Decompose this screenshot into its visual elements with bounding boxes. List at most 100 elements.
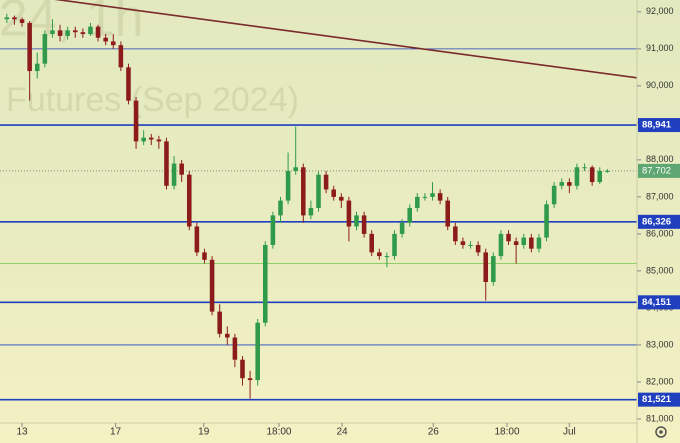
candle-body xyxy=(323,174,329,190)
candle-body xyxy=(19,19,25,23)
level-label: 84,151 xyxy=(642,297,672,308)
level-label-box xyxy=(638,392,680,407)
y-tick-label: 87,000 xyxy=(646,191,674,201)
candle-body xyxy=(377,252,382,257)
candle-body xyxy=(80,32,86,35)
x-tick-label: 19 xyxy=(198,427,210,438)
watermark: Futures (Sep 2024) xyxy=(6,81,299,119)
y-tick-label: 82,000 xyxy=(646,376,674,386)
candle-body xyxy=(361,215,367,234)
candle-body xyxy=(430,193,435,197)
candle-body xyxy=(331,189,336,197)
y-tick-label: 83,000 xyxy=(646,339,674,349)
candle-body xyxy=(263,244,268,323)
candle-body xyxy=(270,215,276,245)
candle-body xyxy=(551,185,557,205)
plot-area xyxy=(0,0,637,401)
candle-body xyxy=(536,237,542,249)
candle-body xyxy=(384,256,390,258)
y-tick-label: 88,000 xyxy=(646,154,674,164)
candle-body xyxy=(247,378,253,381)
candle-body xyxy=(559,182,565,186)
candle-body xyxy=(202,252,207,260)
level-label: 86,326 xyxy=(642,216,671,227)
candle-body xyxy=(217,311,222,334)
level-label-box xyxy=(638,118,680,133)
candle-body xyxy=(103,37,108,42)
candle-body xyxy=(605,170,610,172)
level-label-box xyxy=(638,295,680,310)
candle-body xyxy=(186,174,192,227)
x-tick-label: 18:00 xyxy=(266,427,291,438)
last-price-box xyxy=(638,163,680,178)
candle-body xyxy=(354,215,359,227)
candle-body xyxy=(171,163,177,186)
candle-body xyxy=(544,204,549,238)
candle-body xyxy=(506,233,511,242)
x-tick-label: 24 xyxy=(337,427,349,438)
candle-body xyxy=(597,170,603,183)
candle-body xyxy=(179,163,184,175)
level-label: 81,521 xyxy=(642,394,672,405)
candle-body xyxy=(255,322,260,381)
candle-body xyxy=(57,30,63,36)
candle-body xyxy=(460,241,466,245)
y-tick-label: 85,000 xyxy=(646,265,674,275)
candle-body xyxy=(95,26,101,38)
candle-body xyxy=(148,137,154,140)
candle-body xyxy=(453,226,458,242)
candle-body xyxy=(50,30,55,35)
candle-body xyxy=(521,237,527,245)
trend-line xyxy=(54,0,637,79)
candle-body xyxy=(422,196,428,198)
candle-body xyxy=(4,17,10,20)
candle-body xyxy=(399,222,405,234)
candle-body xyxy=(498,233,504,257)
candle-body xyxy=(240,359,245,379)
candle-body xyxy=(339,196,344,201)
candle-body xyxy=(392,233,397,257)
candle-body xyxy=(308,207,314,216)
candle-body xyxy=(209,259,215,312)
settings-icon[interactable] xyxy=(655,426,667,438)
y-tick-label: 81,000 xyxy=(646,413,674,423)
x-tick-label: 17 xyxy=(110,427,122,438)
y-tick-label: 90,000 xyxy=(646,80,674,90)
candle-body xyxy=(141,137,146,142)
candle-body xyxy=(437,193,443,201)
candle-body xyxy=(34,63,40,72)
candle-body xyxy=(293,167,298,171)
candle-body xyxy=(225,333,230,338)
candle-body xyxy=(582,167,587,169)
y-tick-label: 92,000 xyxy=(646,6,674,16)
candle-body xyxy=(483,252,489,282)
candle-body xyxy=(468,244,473,246)
candle-body xyxy=(65,30,70,36)
candle-body xyxy=(415,196,420,208)
candle-body xyxy=(301,167,306,216)
level-label: 88,941 xyxy=(642,120,672,131)
candle-body xyxy=(475,244,481,253)
candle-body xyxy=(88,26,93,35)
candle-body xyxy=(126,67,131,101)
candle-body xyxy=(285,170,291,201)
candle-body xyxy=(156,139,162,142)
candle-body xyxy=(278,200,283,216)
x-tick-label: 13 xyxy=(16,427,28,438)
x-tick-label: 18:00 xyxy=(494,427,519,438)
candle-body xyxy=(491,256,496,282)
candle-body xyxy=(445,200,451,227)
candle-body xyxy=(27,22,32,72)
x-tick-label: 26 xyxy=(428,427,440,438)
x-tick-label: Jul xyxy=(563,427,576,438)
candle-body xyxy=(12,17,17,20)
axes: 81,00082,00083,00084,00085,00086,00087,0… xyxy=(16,6,680,438)
candle-body xyxy=(118,45,124,68)
y-tick-label: 91,000 xyxy=(646,43,674,53)
candle-body xyxy=(72,30,78,33)
candle-body xyxy=(110,41,116,46)
candle-body xyxy=(42,34,48,64)
candle-body xyxy=(232,337,238,360)
candle-body xyxy=(164,141,169,186)
